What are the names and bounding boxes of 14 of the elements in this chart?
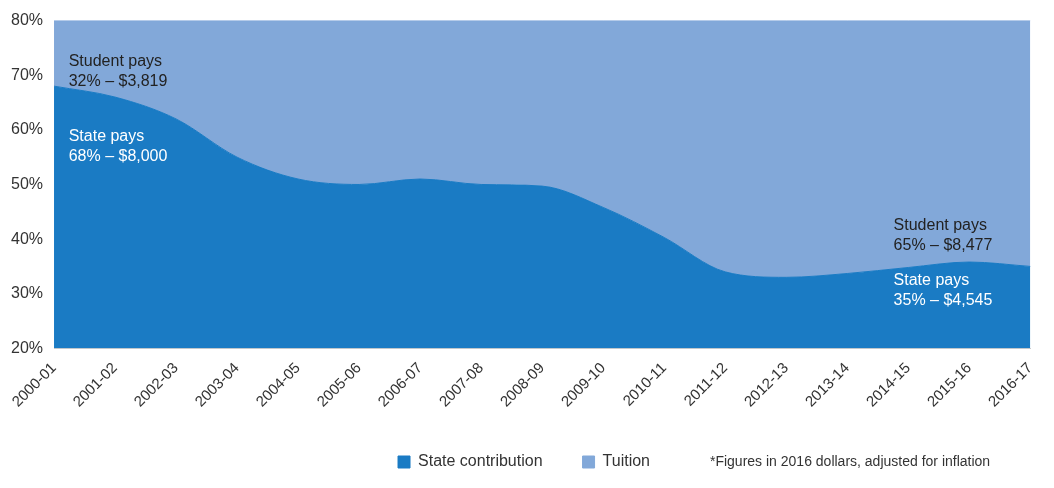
y-tick-label: 40% [10, 229, 44, 247]
annotation: State pays 68% – $8,000 [68, 127, 168, 165]
y-tick-label: 50% [10, 174, 44, 192]
legend-label: Tuition [602, 452, 650, 470]
y-tick-label: 70% [10, 65, 44, 83]
y-tick-label: 60% [10, 120, 44, 138]
y-tick-label: 30% [10, 284, 44, 302]
text: *Figures in 2016 dollars, adjusted for inflation [709, 452, 991, 469]
y-tick-label: 80% [10, 11, 44, 29]
legend-label: State contribution [418, 452, 543, 470]
y-tick-label: 20% [10, 338, 44, 356]
annotation: State pays 35% – $4,545 [893, 271, 993, 309]
annotation: Student pays 32% – $3,819 [68, 51, 168, 89]
annotation: Student pays 65% – $8,477 [893, 215, 993, 253]
